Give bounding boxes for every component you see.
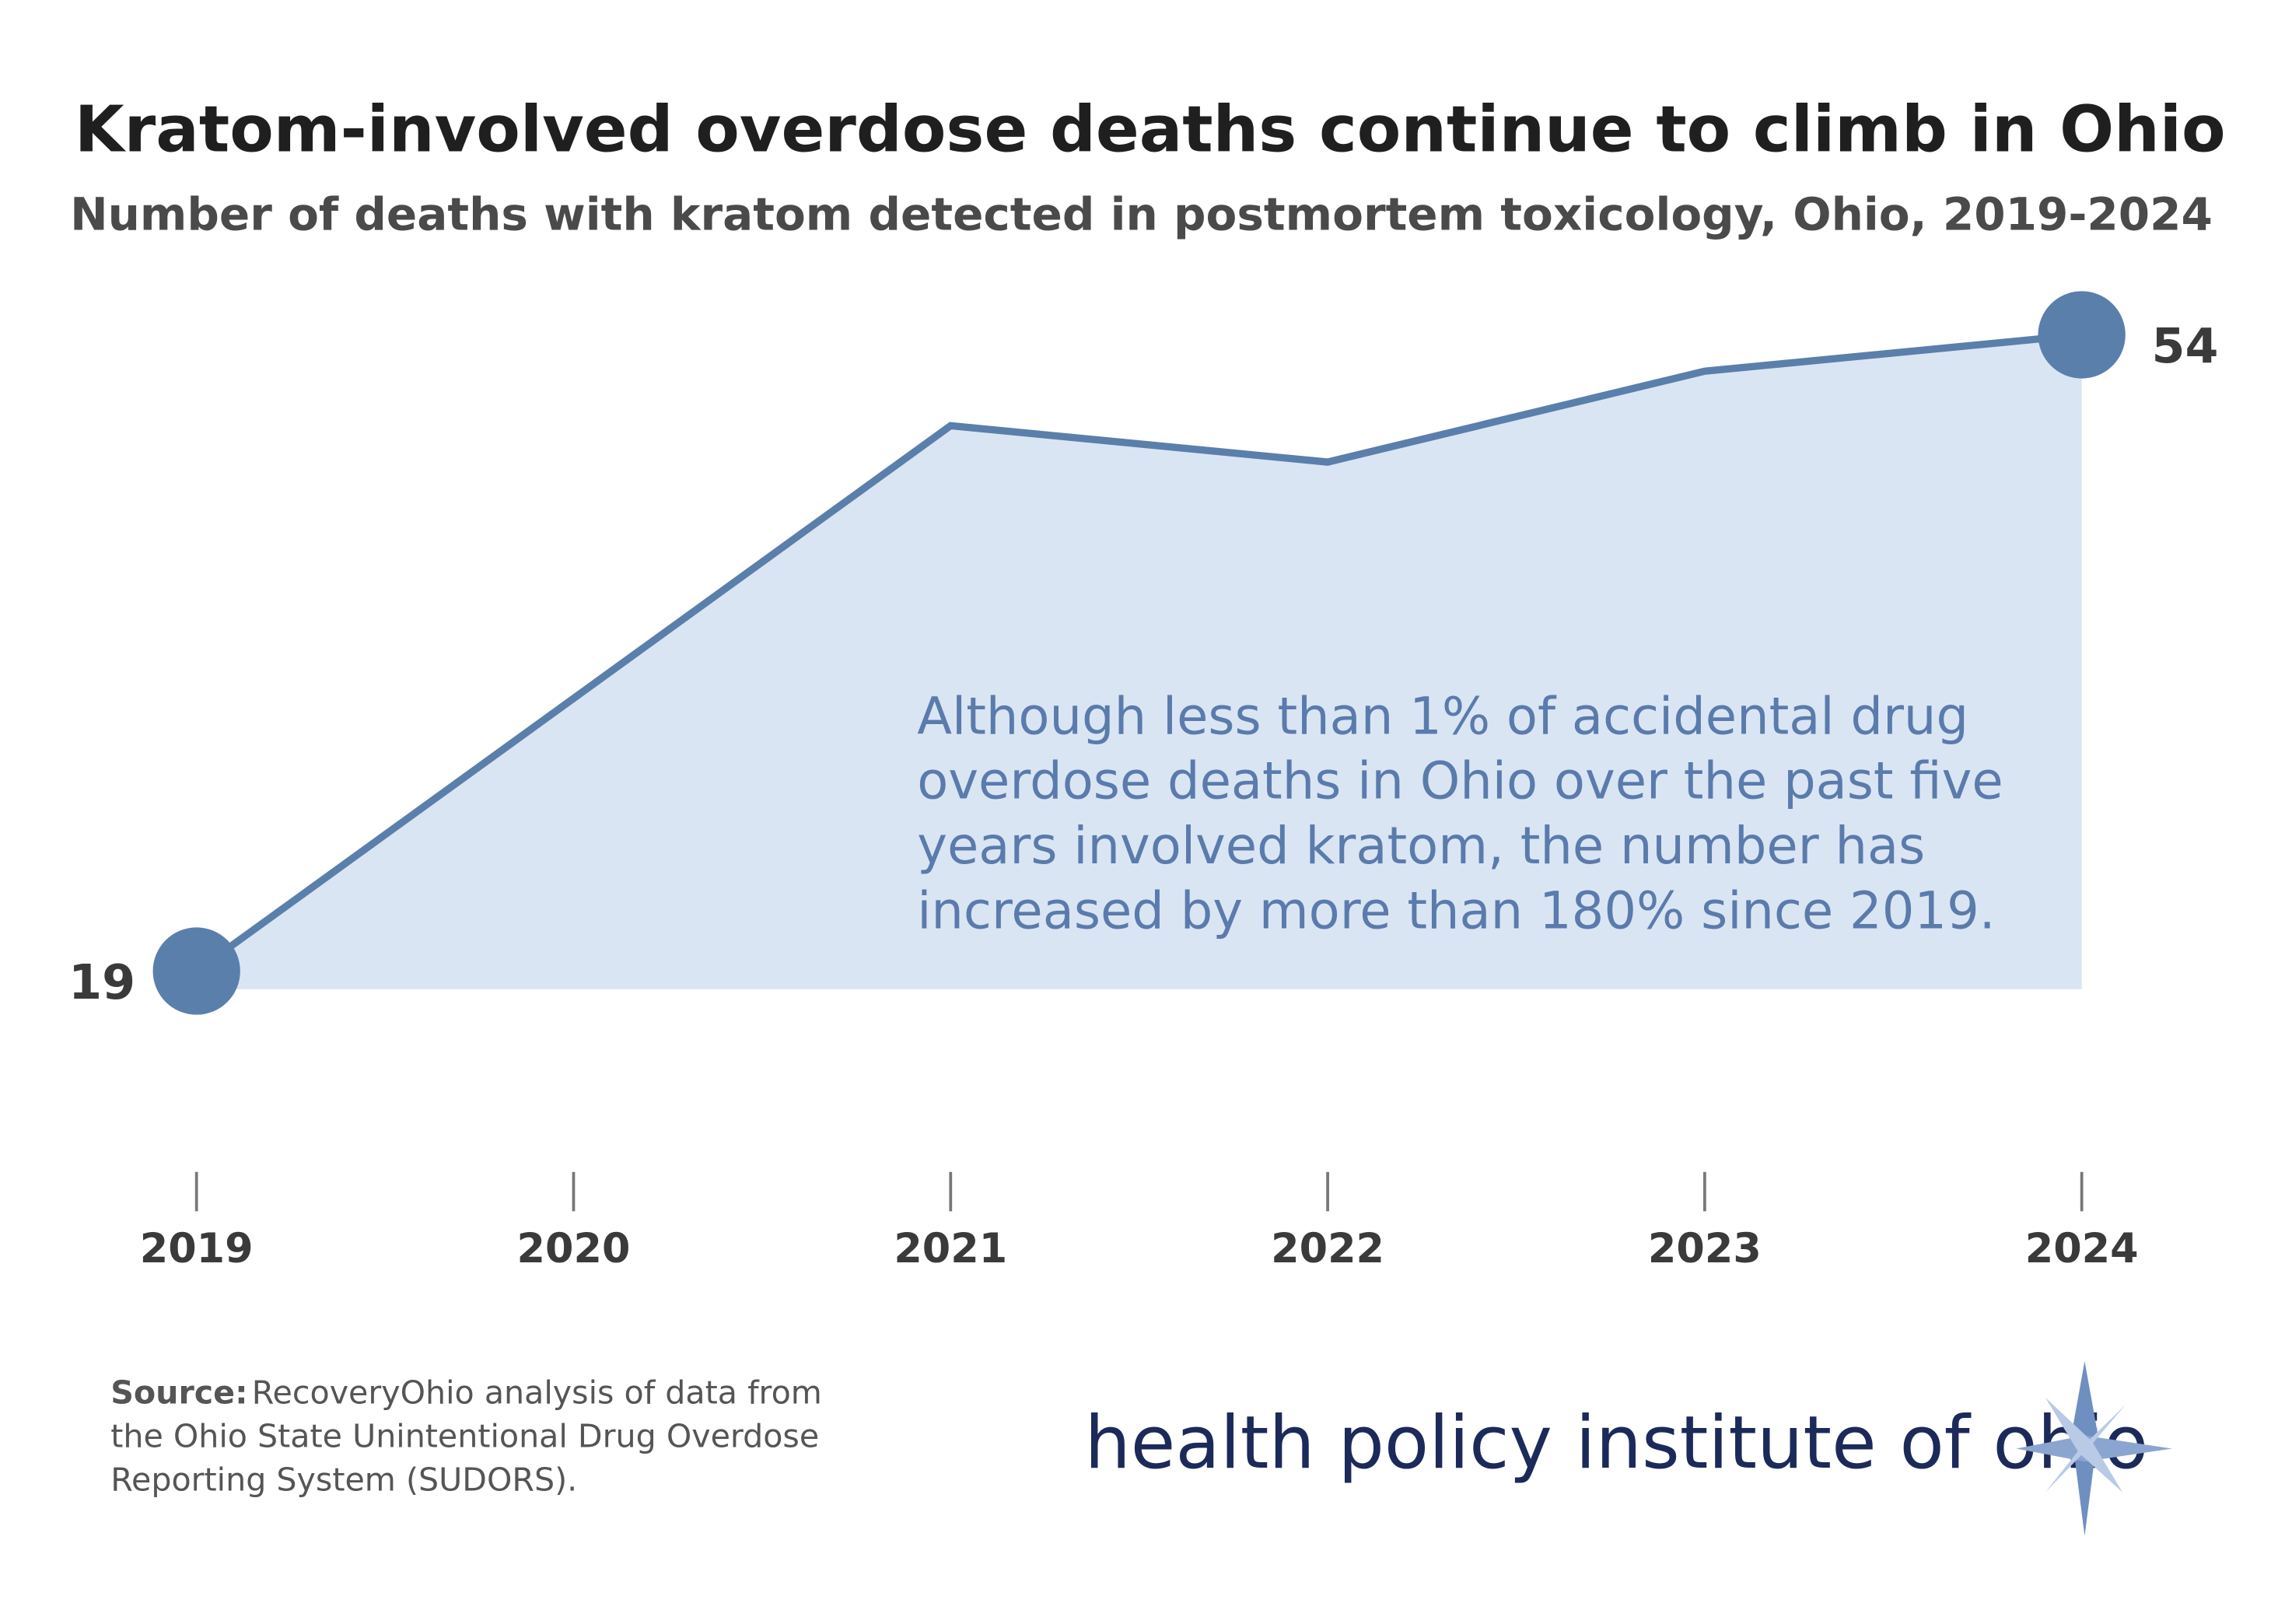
x-tick-label: 2020: [517, 1225, 631, 1272]
source-line: Reporting System (SUDORS).: [110, 1461, 577, 1499]
source: Source: RecoveryOhio analysis of data fro…: [110, 1374, 822, 1498]
source-label: Source:: [110, 1374, 247, 1411]
plot: 2019 2020 2021 2022 2023 2024 19 54: [68, 291, 2218, 1272]
x-tick-label: 2019: [140, 1225, 254, 1272]
chart-title: Kratom-involved overdose deaths continue…: [75, 93, 2226, 167]
x-tick-label: 2024: [2025, 1225, 2139, 1272]
annotation-line: increased by more than 180% since 2019.: [917, 881, 1995, 940]
x-tick-label: 2021: [894, 1225, 1007, 1272]
annotation-line: years involved kratom, the number has: [917, 817, 1925, 876]
chart-subtitle: Number of deaths with kratom detected in…: [70, 188, 2213, 241]
annotation: Although less than 1% of accidental drug…: [917, 687, 2003, 940]
point: [152, 927, 240, 1015]
x-tick-label: 2023: [1648, 1225, 1762, 1272]
line: [194, 331, 2083, 975]
logo-star: [2016, 1361, 2172, 1536]
data-label: 19: [68, 954, 135, 1010]
annotation-line: overdose deaths in Ohio over the past fi…: [917, 752, 2003, 811]
point: [2038, 291, 2126, 379]
source-line: the Ohio State Unintentional Drug Overdo…: [110, 1418, 819, 1455]
annotation-line: Although less than 1% of accidental drug: [917, 687, 1968, 746]
x-tick-label: 2022: [1271, 1225, 1384, 1272]
source-line: RecoveryOhio analysis of data from: [252, 1374, 822, 1411]
logo-text: health policy institute of ohio: [1084, 1401, 2148, 1486]
area-fill: [196, 334, 2082, 989]
data-label: 54: [2152, 318, 2219, 374]
